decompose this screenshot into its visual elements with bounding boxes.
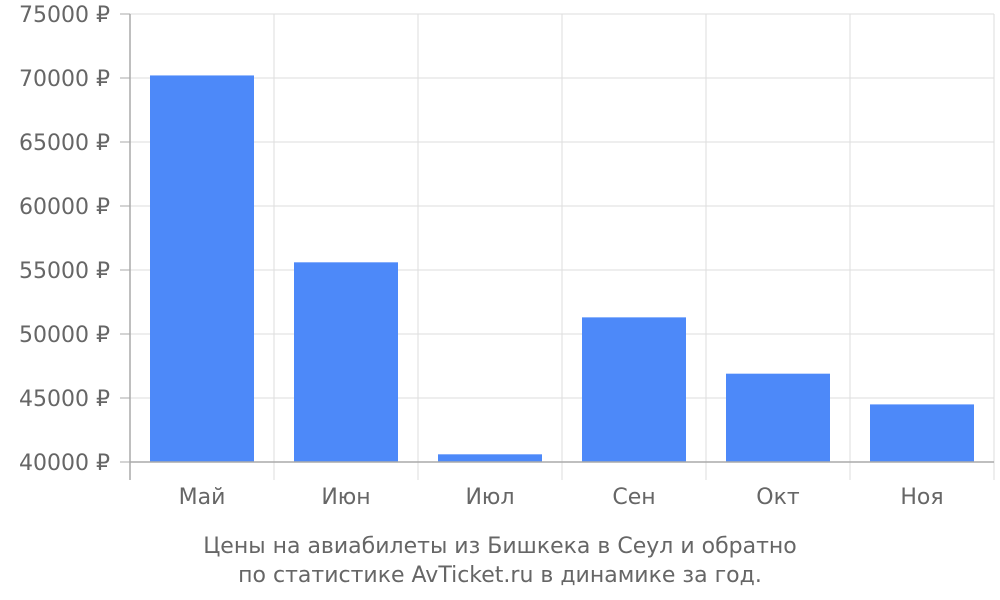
- y-tick-label: 50000 ₽: [19, 323, 110, 348]
- y-tick-label: 45000 ₽: [19, 387, 110, 412]
- y-tick-label: 40000 ₽: [19, 451, 110, 476]
- x-tick-label: Сен: [612, 485, 655, 510]
- bar-5: [726, 373, 830, 462]
- x-tick-label: Ноя: [900, 485, 943, 510]
- chart-caption-line-2: по статистике AvTicket.ru в динамике за …: [238, 563, 762, 588]
- chart-caption-line-1: Цены на авиабилеты из Бишкека в Сеул и о…: [203, 534, 797, 559]
- bar-3: [438, 454, 542, 462]
- x-tick-label: Май: [179, 485, 226, 510]
- axes: [120, 13, 995, 480]
- bar-4: [582, 317, 686, 462]
- bar-chart: 40000 ₽ 45000 ₽ 50000 ₽ 55000 ₽ 60000 ₽ 65000…: [19, 3, 995, 510]
- grid-lines: [130, 13, 995, 463]
- bar-6: [870, 404, 974, 462]
- bars: [150, 75, 974, 462]
- y-tick-labels: 40000 ₽ 45000 ₽ 50000 ₽ 55000 ₽ 60000 ₽ 65000…: [19, 3, 110, 476]
- y-tick-label: 60000 ₽: [19, 195, 110, 220]
- y-tick-label: 70000 ₽: [19, 67, 110, 92]
- bar-2: [294, 262, 398, 462]
- y-tick-label: 55000 ₽: [19, 259, 110, 284]
- x-tick-label: Окт: [756, 485, 800, 510]
- y-tick-label: 75000 ₽: [19, 3, 110, 28]
- x-tick-label: Июл: [465, 485, 514, 510]
- bar-1: [150, 75, 254, 462]
- x-tick-labels: Май Июн Июл Сен Окт Ноя: [179, 485, 944, 510]
- y-tick-label: 65000 ₽: [19, 131, 110, 156]
- x-tick-label: Июн: [321, 485, 370, 510]
